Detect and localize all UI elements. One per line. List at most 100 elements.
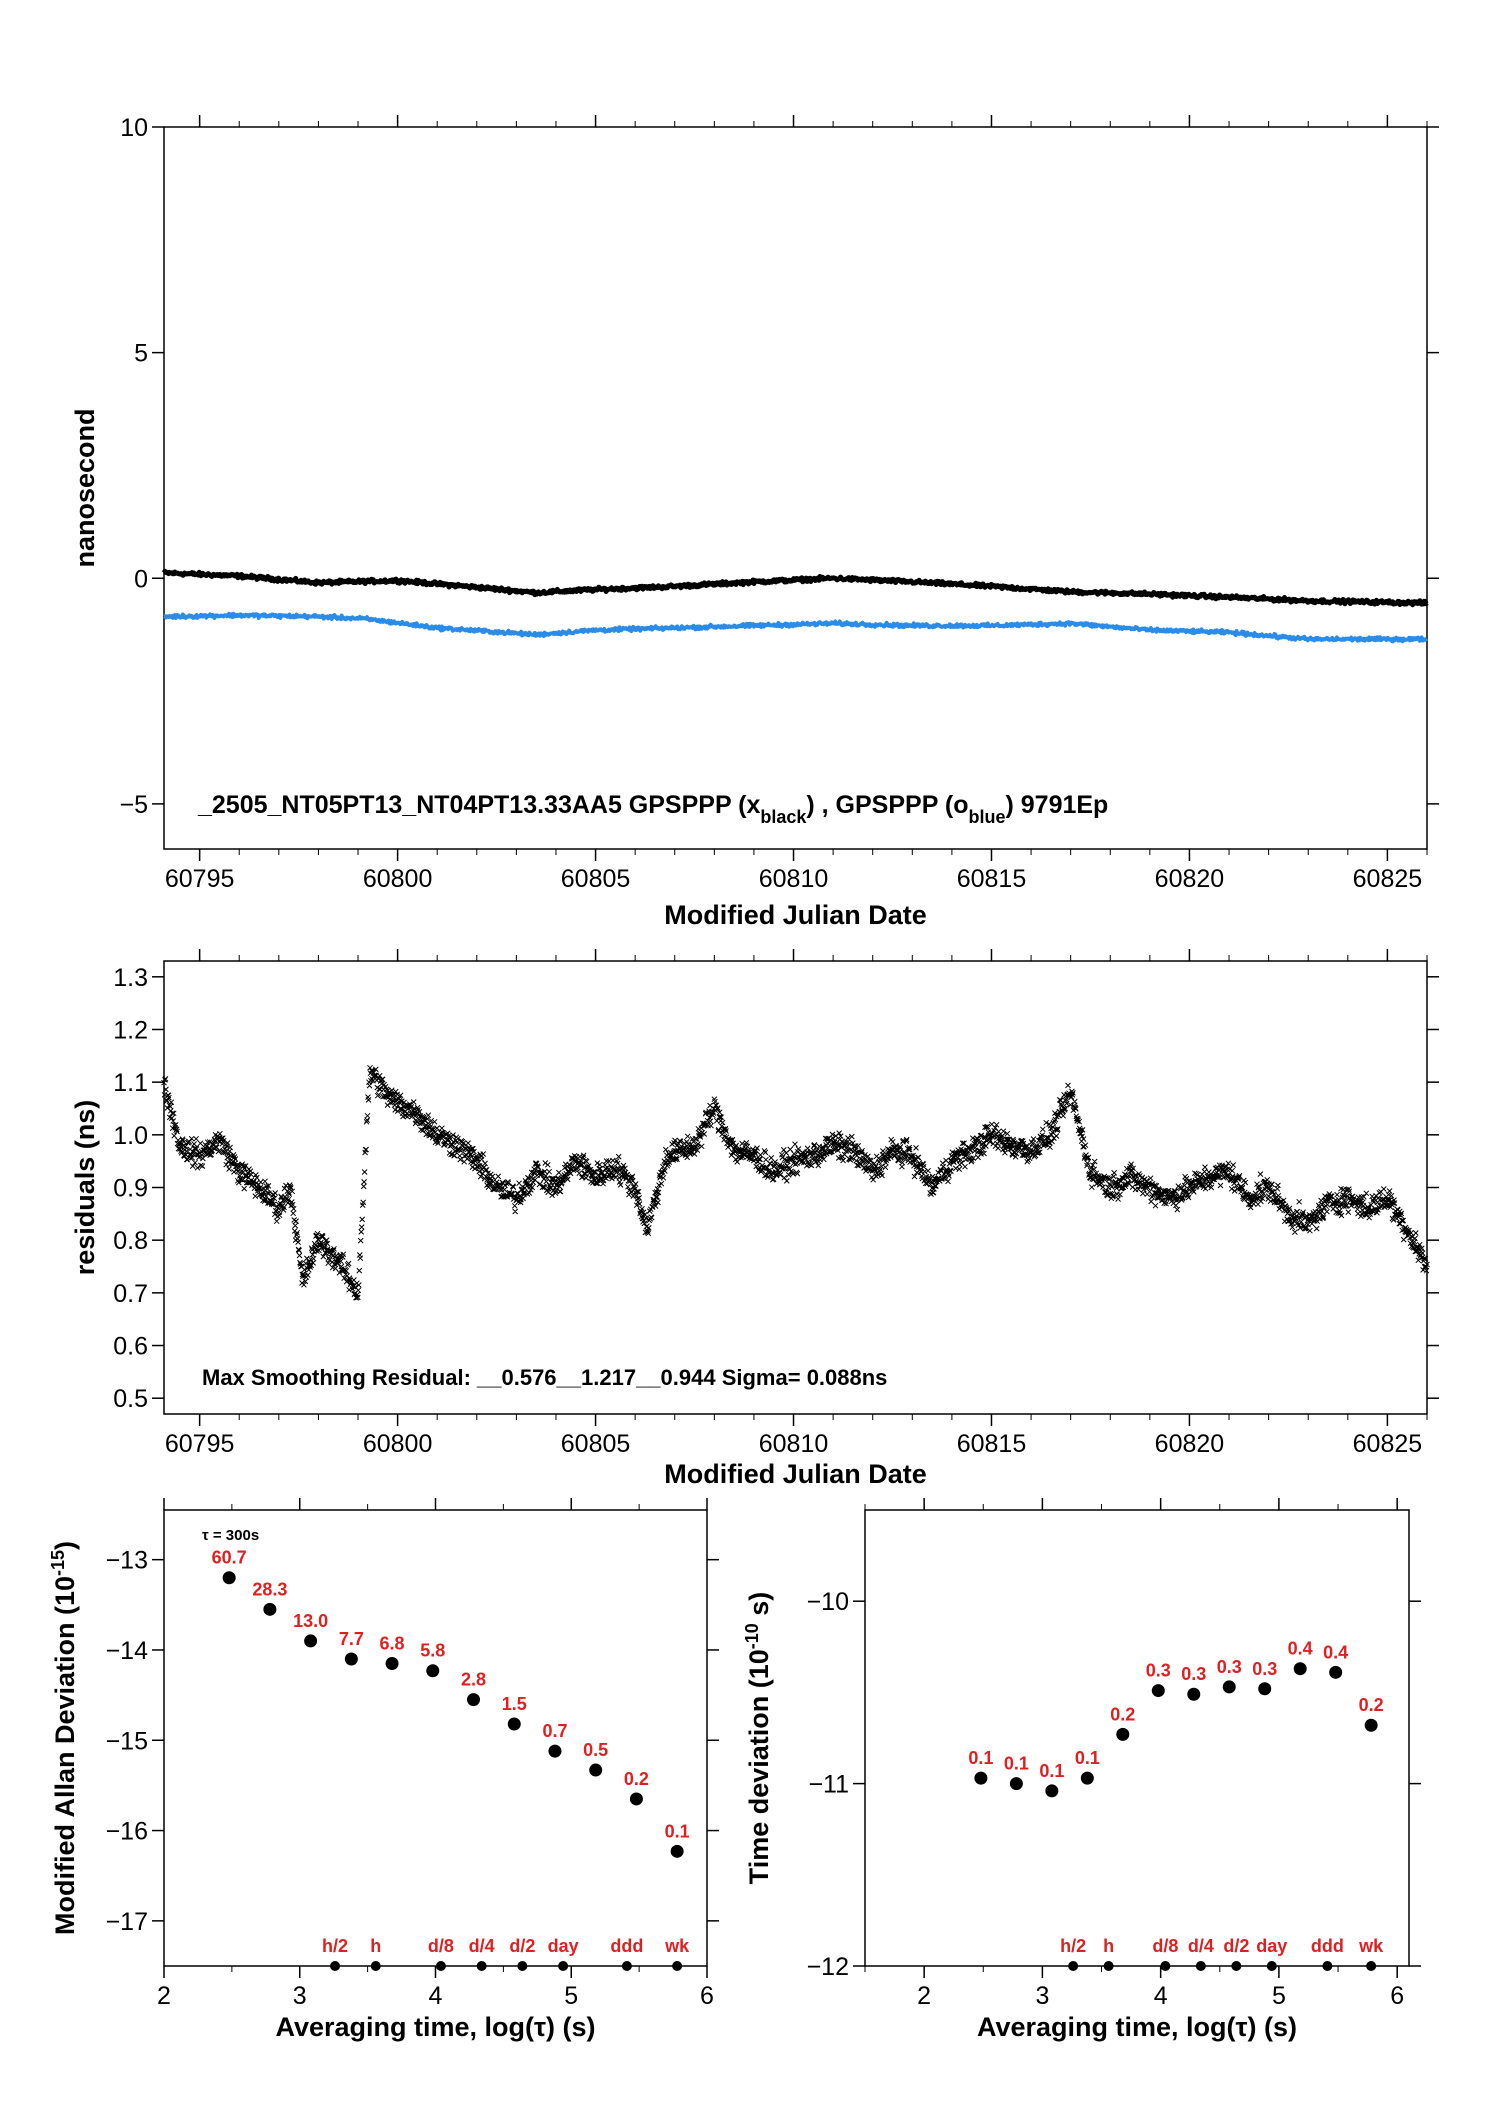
- y-axis-title: nanosecond: [70, 408, 100, 567]
- point-label: 0.4: [1323, 1642, 1348, 1662]
- marker-label: day: [1256, 1936, 1287, 1956]
- series-line-blue: [162, 611, 1429, 644]
- marker-dot: [1366, 1961, 1377, 1971]
- x-axis-title: Averaging time, log(τ) (s): [977, 2012, 1297, 2042]
- x-tick-label: 2: [917, 1982, 931, 2010]
- x-tick-label: 60800: [363, 1430, 433, 1458]
- marker-dot: [435, 1961, 446, 1971]
- point-label: 0.1: [1039, 1761, 1064, 1781]
- y-axis-title-superscript: -15: [48, 1550, 68, 1576]
- y-tick-label: −14: [106, 1637, 149, 1665]
- y-tick-label: 0: [134, 565, 148, 593]
- point-label: 0.1: [1004, 1754, 1029, 1774]
- data-point: [629, 1792, 643, 1806]
- x-tick-label: 2: [157, 1982, 171, 2010]
- marker-dot: [1231, 1961, 1242, 1971]
- data-point: [1258, 1682, 1272, 1696]
- y-tick-label: −17: [106, 1908, 148, 1936]
- y-axis-title: Time deviation (10-10 s): [742, 1592, 774, 1885]
- annotation-subscript: blue: [968, 807, 1005, 827]
- x-tick-label: 60795: [165, 865, 235, 893]
- plot-frame: [163, 126, 1428, 850]
- y-tick-label: 0.8: [113, 1227, 148, 1255]
- y-tick-label: 1.2: [113, 1016, 148, 1044]
- annotation-part: ) 9791Ep: [1005, 791, 1108, 819]
- data-point: [1187, 1687, 1201, 1701]
- x-tick-label: 6: [1390, 1982, 1404, 2010]
- point-label: 0.1: [665, 1821, 690, 1841]
- data-point: [507, 1717, 521, 1731]
- x-tick-label: 60795: [165, 1430, 235, 1458]
- point-label: 5.8: [420, 1641, 445, 1661]
- y-tick-label: −16: [106, 1818, 148, 1846]
- marker-dot: [621, 1961, 632, 1971]
- point-label: 0.2: [1110, 1704, 1135, 1724]
- y-tick-label: 10: [120, 114, 148, 142]
- annotation-subscript: black: [760, 807, 807, 827]
- data-point: [548, 1744, 562, 1758]
- tau-note: τ = 300s: [202, 1527, 259, 1544]
- x-tick-label: 3: [1035, 1982, 1049, 2010]
- point-label: 2.8: [461, 1670, 486, 1690]
- y-axis-title: residuals (ns): [70, 1100, 100, 1276]
- point-label: 0.4: [1288, 1639, 1313, 1659]
- marker-label: h: [370, 1936, 381, 1956]
- marker-dot: [1160, 1961, 1171, 1971]
- marker-dot: [1195, 1961, 1206, 1971]
- x-axis-title: Modified Julian Date: [664, 900, 927, 930]
- annotation-part: _2505_NT05PT13_NT04PT13.33AA5 GPSPPP (x: [197, 791, 760, 819]
- data-point: [1364, 1718, 1378, 1732]
- residual-markers: [161, 1064, 1430, 1301]
- marker-dot: [672, 1961, 683, 1971]
- point-label: 7.7: [339, 1629, 364, 1649]
- x-tick-label: 4: [429, 1982, 443, 2010]
- x-tick-label: 5: [1272, 1982, 1286, 2010]
- x-tick-label: 6: [700, 1982, 714, 2010]
- time-offset-panel: 10 5 0 −5 60795 60800 60805 60810 60815 60820 6082…: [70, 114, 1439, 930]
- x-tick-label: 60820: [1155, 1430, 1225, 1458]
- annotation-part: ) , GPSPPP (o: [806, 791, 968, 819]
- y-tick-label: 0.9: [113, 1175, 148, 1203]
- plot-annotation: _2505_NT05PT13_NT04PT13.33AA5 GPSPPP (xb…: [197, 791, 1108, 827]
- data-point: [1080, 1771, 1094, 1785]
- marker-label: wk: [664, 1936, 690, 1956]
- y-tick-label: 0.6: [113, 1333, 148, 1361]
- point-label: 0.3: [1252, 1659, 1277, 1679]
- plot-frame: [864, 1509, 1410, 1967]
- x-tick-label: 60825: [1353, 865, 1423, 893]
- marker-label: d/4: [1188, 1936, 1214, 1956]
- data-point: [1293, 1662, 1307, 1676]
- marker-label: d/8: [1152, 1936, 1178, 1956]
- marker-dot: [330, 1961, 341, 1971]
- data-point: [222, 1571, 236, 1585]
- y-tick-label: 1.3: [113, 964, 148, 992]
- data-point: [974, 1771, 988, 1785]
- data-point: [263, 1602, 277, 1616]
- y-tick-label: −12: [807, 1953, 849, 1981]
- point-label: 0.2: [624, 1769, 649, 1789]
- marker-dot: [1266, 1961, 1277, 1971]
- residuals-panel: 1.3 1.2 1.1 1.0 0.9 0.8 0.7 0.6 0.5 60795 60800 608…: [70, 949, 1439, 1489]
- y-tick-label: 5: [134, 340, 148, 368]
- marker-dot: [476, 1961, 487, 1971]
- point-label: 0.5: [583, 1740, 608, 1760]
- marker-label: d/2: [1223, 1936, 1249, 1956]
- y-axis-title-part: Time deviation (10: [744, 1649, 774, 1884]
- data-point: [304, 1634, 318, 1648]
- data-point: [426, 1664, 440, 1678]
- x-tick-label: 60810: [759, 1430, 829, 1458]
- y-tick-label: −15: [106, 1727, 148, 1755]
- y-axis-title-superscript: -10: [742, 1623, 762, 1649]
- y-tick-label: −11: [808, 1771, 849, 1799]
- y-tick-label: −13: [106, 1547, 148, 1575]
- data-point: [1151, 1684, 1165, 1698]
- data-point: [589, 1763, 603, 1777]
- plot-frame: [163, 960, 1428, 1415]
- plot-frame: [163, 1509, 708, 1967]
- point-label: 0.3: [1181, 1664, 1206, 1684]
- data-point: [467, 1693, 481, 1707]
- x-axis-title: Averaging time, log(τ) (s): [275, 2012, 595, 2042]
- y-tick-label: −5: [119, 791, 148, 819]
- point-label: 60.7: [212, 1548, 247, 1568]
